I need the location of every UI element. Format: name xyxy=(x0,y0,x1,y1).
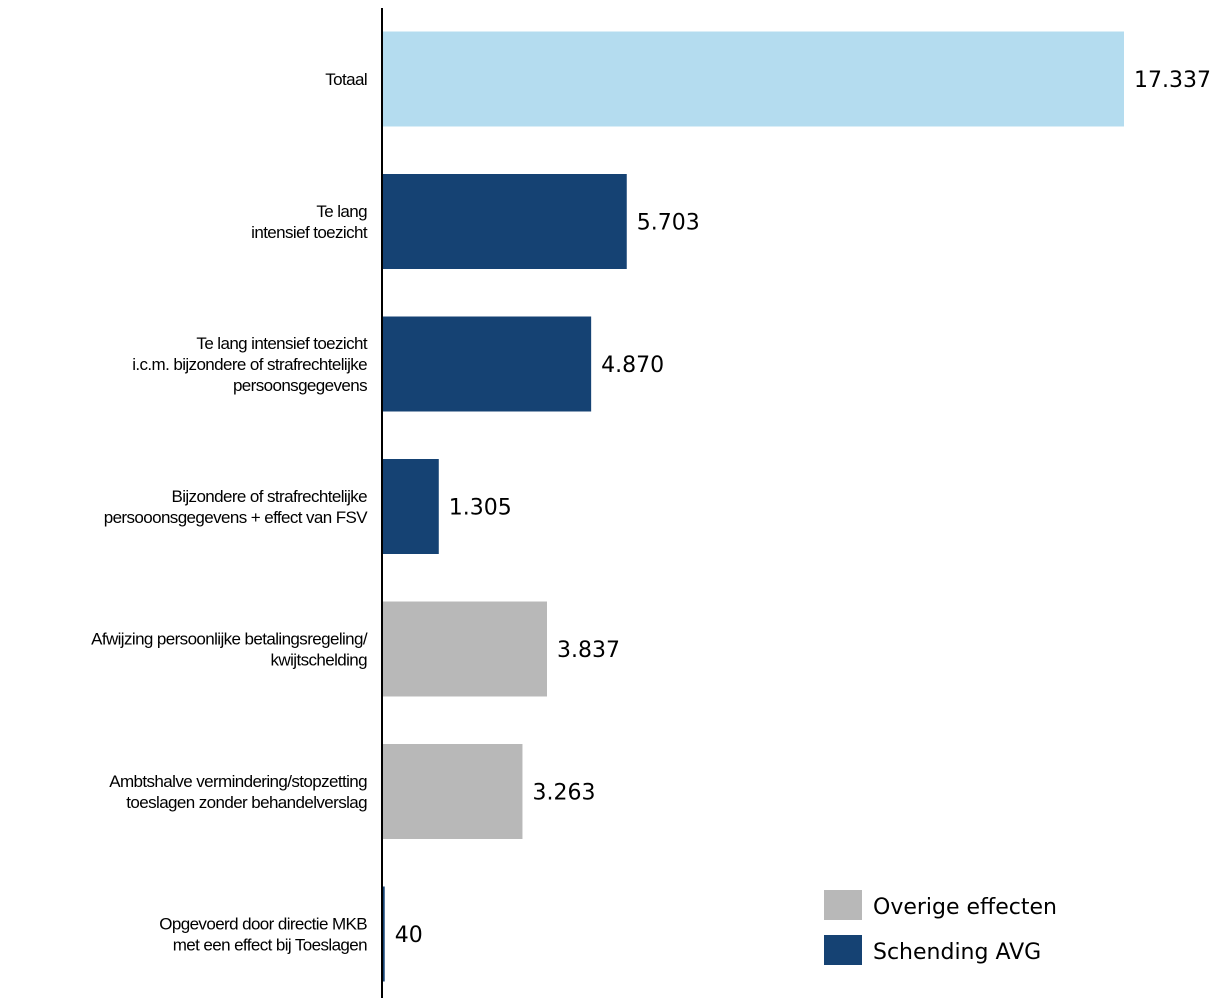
category-label-1-line-1: intensief toezicht xyxy=(251,223,368,242)
category-label-6-line-0: Opgevoerd door directie MKB xyxy=(159,915,367,934)
value-label-1: 5.703 xyxy=(637,211,700,236)
bar-5 xyxy=(383,744,523,839)
value-label-6: 40 xyxy=(395,923,423,948)
category-labels-group: Totaal Te lang intensief toezicht Te lang i… xyxy=(91,70,369,955)
value-label-4: 3.837 xyxy=(557,638,620,663)
category-label-4-line-0: Afwijzing persoonlijke betalingsregeling… xyxy=(91,630,368,649)
value-label-2: 4.870 xyxy=(601,353,664,378)
category-label-2-line-2: persoonsgegevens xyxy=(233,376,367,395)
category-label-2-line-0: Te lang intensief toezicht xyxy=(196,334,367,353)
category-label-3-line-1: persooonsgegevens + effect van FSV xyxy=(104,508,369,527)
category-label-1-line-0: Te lang xyxy=(316,202,367,221)
value-label-0: 17.337 xyxy=(1134,68,1211,93)
bar-1 xyxy=(383,174,627,269)
category-label-2-line-1: i.c.m. bijzondere of strafrechtelijke xyxy=(132,355,367,374)
category-label-4-line-1: kwijtschelding xyxy=(271,651,368,670)
category-label-0-line-0: Totaal xyxy=(325,70,367,89)
category-label-3-line-0: Bijzondere of strafrechtelijke xyxy=(171,487,367,506)
bar-3 xyxy=(383,459,439,554)
bar-2 xyxy=(383,316,592,412)
legend-swatch-0 xyxy=(824,890,862,920)
legend-swatch-1 xyxy=(824,935,862,965)
legend-label-1: Schending AVG xyxy=(873,940,1041,965)
value-label-3: 1.305 xyxy=(449,496,512,521)
category-label-5-line-0: Ambtshalve vermindering/stopzetting xyxy=(109,772,367,791)
value-label-5: 3.263 xyxy=(532,781,595,806)
value-labels-group: 17.337 5.703 4.870 1.305 3.837 3.263 40 xyxy=(395,68,1211,948)
category-label-6-line-1: met een effect bij Toeslagen xyxy=(173,936,367,955)
legend: Overige effecten Schending AVG xyxy=(824,890,1057,965)
bar-6 xyxy=(383,886,385,982)
bar-0 xyxy=(383,31,1124,127)
bars-group xyxy=(383,31,1124,982)
legend-label-0: Overige effecten xyxy=(873,895,1057,920)
category-label-5-line-1: toeslagen zonder behandelverslag xyxy=(126,793,367,812)
bar-4 xyxy=(383,601,547,697)
